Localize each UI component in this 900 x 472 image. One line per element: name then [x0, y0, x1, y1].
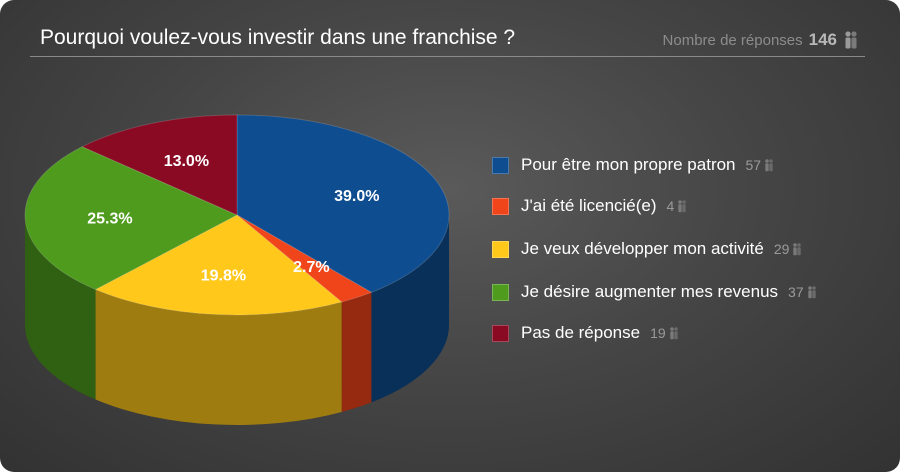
pie-slice-4: [81, 114, 238, 216]
legend-item-1: J'ai été licencié(e) 4: [492, 193, 687, 219]
pie-label-0: 39.0%: [334, 188, 379, 205]
legend-count: 19: [650, 325, 666, 341]
pie-slice-0: [236, 114, 450, 293]
legend-swatch: [492, 156, 509, 174]
responses-label: Nombre de réponses: [662, 31, 803, 49]
pie-side: [371, 215, 449, 403]
people-icon: [765, 159, 773, 172]
pie-label-1: 2.7%: [293, 259, 329, 276]
legend-item-3: Je désire augmenter mes revenus 37: [492, 279, 817, 305]
legend-count: 4: [666, 198, 675, 214]
legend-count: 29: [773, 241, 790, 257]
responses-summary: Nombre de réponses 146: [663, 30, 859, 50]
legend-swatch: [492, 324, 509, 342]
people-icon: [669, 327, 678, 340]
legend-label: Je veux développer mon activité: [521, 239, 764, 258]
people-icon: [845, 31, 857, 49]
people-icon: [793, 243, 802, 256]
pie-label-3: 25.3%: [87, 211, 132, 228]
pie-label-2: 19.8%: [201, 268, 246, 285]
legend-swatch: [492, 240, 509, 258]
legend-item-4: Pas de réponse 19: [492, 320, 679, 346]
legend-label: Je désire augmenter mes revenus: [521, 282, 779, 301]
pie-slice-3: [24, 146, 239, 291]
pie-side: [25, 215, 96, 400]
responses-count: 146: [808, 30, 837, 49]
pie-side: [341, 292, 372, 412]
legend-item-2: Je veux développer mon activité 29: [492, 236, 802, 262]
chart-title: Pourquoi voulez-vous investir dans une f…: [40, 26, 516, 49]
chart-header: Pourquoi voulez-vous investir dans une f…: [30, 18, 865, 57]
people-icon: [678, 200, 687, 213]
legend-swatch: [492, 197, 509, 215]
pie-side: [95, 289, 342, 425]
pie-slice-2: [94, 214, 343, 316]
pie-label-4: 13.0%: [164, 153, 209, 170]
legend-label: Pour être mon propre patron: [521, 155, 736, 174]
legend-swatch: [492, 283, 509, 301]
people-icon: [807, 286, 816, 299]
legend-label: Pas de réponse: [521, 323, 641, 342]
pie-slice-1: [236, 214, 373, 303]
legend-label: J'ai été licencié(e): [521, 196, 657, 215]
legend-count: 57: [745, 157, 762, 173]
legend-count: 37: [788, 284, 804, 300]
legend-item-0: Pour être mon propre patron 57: [492, 152, 774, 178]
